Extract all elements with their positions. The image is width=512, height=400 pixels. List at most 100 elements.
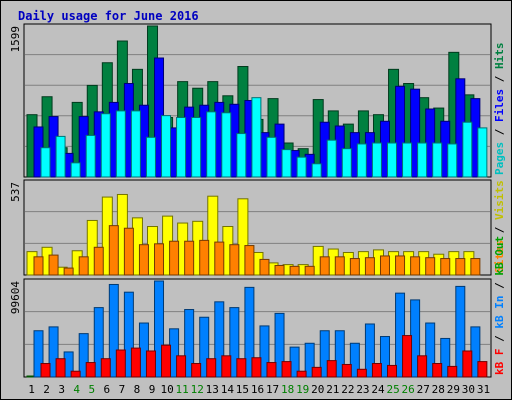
x-tick-label: 1 [28,383,35,396]
bar-sites [395,255,406,276]
bar-kbytes-out [48,326,59,378]
bar-sites [349,258,360,276]
bar-kbytes-out [93,307,104,378]
bar-kbytes-out [334,330,345,378]
x-tick-label: 12 [191,383,204,396]
bar-kbytes-f [417,355,428,378]
bar-sites [199,239,210,276]
x-tick-label: 15 [236,383,249,396]
x-tick-label: 17 [266,383,279,396]
bar-pages [115,110,126,178]
bar-kbytes-f [251,357,262,378]
bar-pages [402,142,413,178]
bar-kbytes-f [206,358,217,378]
bar-pages [70,162,81,178]
bar-sites [63,267,74,276]
bar-pages [145,136,156,178]
x-tick-label: 24 [371,383,385,396]
bar-pages [85,134,96,178]
bar-pages [447,143,458,178]
bar-pages [40,147,51,178]
bar-kbytes-out [379,336,390,378]
bar-sites [108,225,119,276]
bar-pages [100,113,111,178]
bar-kbytes-out [199,316,210,378]
x-tick-label: 2 [43,383,50,396]
bar-kbytes-out [78,333,89,378]
bar-sites [440,258,451,276]
x-tick-label: 23 [356,383,369,396]
bar-pages [130,110,141,178]
bar-kbytes-f [386,364,397,378]
bar-kbytes-f [191,363,202,378]
legend-entry: / [493,122,506,142]
bar-kbytes-out [349,342,360,378]
bar-sites [244,245,255,276]
y-axis-max-label: 1599 [9,26,22,53]
chart-title: Daily usage for June 2016 [18,9,199,23]
x-tick-label: 13 [206,383,219,396]
bar-kbytes-f [70,370,81,378]
bar-sites [214,241,225,276]
bar-kbytes-f [371,363,382,378]
legend-entry: kB F [493,349,506,376]
bar-kbytes-f [85,362,96,378]
bar-pages [221,112,232,178]
bar-pages [417,142,428,178]
x-tick-label: 7 [119,383,126,396]
legend-entry: Pages [493,142,506,175]
bar-kbytes-f [266,362,277,378]
bar-kbytes-f [281,361,292,378]
bar-pages [356,143,367,178]
bar-kbytes-f [130,347,141,378]
bar-kbytes-out [440,337,451,378]
bar-sites [93,246,104,276]
bar-kbytes-f [326,360,337,378]
x-tick-label: 22 [341,383,354,396]
bar-sites [274,264,285,276]
x-tick-label: 27 [417,383,430,396]
x-tick-label: 18 [281,383,294,396]
x-tick-label: 14 [221,383,235,396]
bar-sites [289,265,300,276]
bar-pages [55,135,66,178]
bar-kbytes-out [425,322,436,378]
legend-entry: Visits [493,180,506,220]
bar-files [410,88,421,178]
bar-sites [379,255,390,276]
x-tick-label: 8 [134,383,141,396]
legend-entry: Hits [493,43,506,70]
bar-kbytes-out [184,309,195,378]
bar-kbytes-f [341,363,352,378]
bar-kbytes-f [115,349,126,378]
legend-entry: / [493,276,506,296]
bar-pages [251,97,262,178]
legend-entry: kB Out [493,236,506,276]
bar-pages [266,136,277,178]
bar-sites [455,258,466,276]
bar-pages [432,142,443,178]
legend-entry: / [493,69,506,89]
bar-kbytes-f [432,363,443,378]
legend-entry: Sites [493,240,506,273]
bar-kbytes-out [108,283,119,378]
bar-kbytes-f [145,350,156,378]
x-tick-label: 25 [386,383,399,396]
bar-sites [304,265,315,276]
bar-pages [206,111,217,178]
bar-sites [184,240,195,276]
bar-kbytes-out [274,312,285,378]
bar-files [395,85,406,178]
bar-pages [462,121,473,178]
bar-sites [425,257,436,276]
bar-sites [259,258,270,276]
bar-pages [477,127,488,178]
bar-sites [78,256,89,276]
bar-kbytes-out [214,301,225,378]
bar-kbytes-out [304,342,315,378]
legend-middle: Sites / Visits [493,180,506,273]
bar-pages [191,117,202,178]
bar-kbytes-f [296,370,307,378]
bar-sites [364,257,375,276]
